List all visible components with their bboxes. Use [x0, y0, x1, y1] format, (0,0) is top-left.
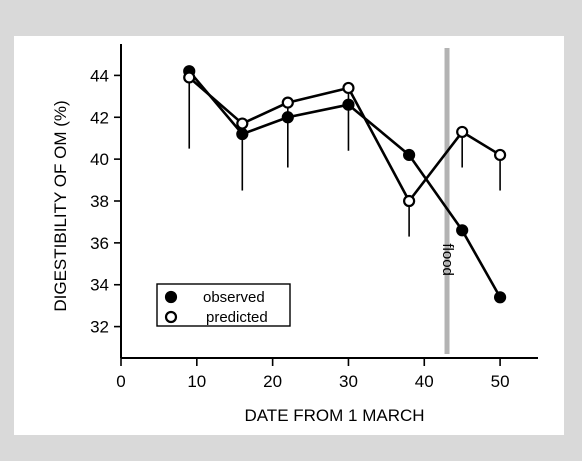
- series-line-predicted: [188, 76, 501, 203]
- data-point-predicted: [183, 71, 196, 84]
- y-tick-label: 40: [90, 150, 109, 169]
- data-point-observed: [281, 111, 294, 124]
- flood-label: flood: [439, 243, 456, 276]
- flood-annotation: flood: [439, 48, 456, 354]
- data-point-predicted: [493, 148, 507, 162]
- data-point-observed: [493, 291, 507, 304]
- y-axis-label: DIGESTIBILITY OF OM (%): [51, 100, 70, 311]
- data-point-predicted: [236, 117, 249, 130]
- legend-label-predicted: predicted: [206, 309, 268, 326]
- series-points: [183, 65, 507, 304]
- data-point-observed: [403, 148, 416, 162]
- data-point-predicted: [342, 81, 355, 95]
- data-point-predicted: [456, 125, 469, 139]
- legend-label-observed: observed: [203, 289, 265, 306]
- axis-ticks: 0 10 20 30 40 50 32 34 36 38 40 42 44: [90, 66, 509, 391]
- x-tick-label: 20: [263, 372, 282, 391]
- x-tick-label: 50: [491, 372, 510, 391]
- y-tick-label: 32: [90, 318, 109, 337]
- legend-marker-predicted: [164, 310, 178, 324]
- data-point-predicted: [281, 96, 294, 109]
- x-axis-label: DATE FROM 1 MARCH: [244, 406, 424, 425]
- y-tick-label: 42: [90, 108, 109, 127]
- y-tick-label: 38: [90, 192, 109, 211]
- x-tick-label: 40: [415, 372, 434, 391]
- digestibility-chart: flood 0 10 20 30 40 50 32 34 36 38 40 42 44 observed…: [51, 44, 538, 425]
- data-point-observed: [342, 98, 355, 111]
- legend-marker-observed: [164, 290, 178, 304]
- y-tick-label: 36: [90, 234, 109, 253]
- chart-panel: flood 0 10 20 30 40 50 32 34 36 38 40 42 44 observed…: [14, 36, 564, 435]
- x-tick-label: 10: [187, 372, 206, 391]
- x-tick-label: 30: [339, 372, 358, 391]
- y-tick-label: 44: [90, 66, 109, 85]
- y-tick-label: 34: [90, 276, 109, 295]
- legend-box: [156, 283, 291, 327]
- legend: observed predicted: [156, 283, 291, 327]
- x-tick-label: 0: [116, 372, 125, 391]
- data-point-observed: [236, 127, 249, 141]
- data-point-observed: [456, 224, 469, 237]
- data-point-predicted: [403, 194, 416, 208]
